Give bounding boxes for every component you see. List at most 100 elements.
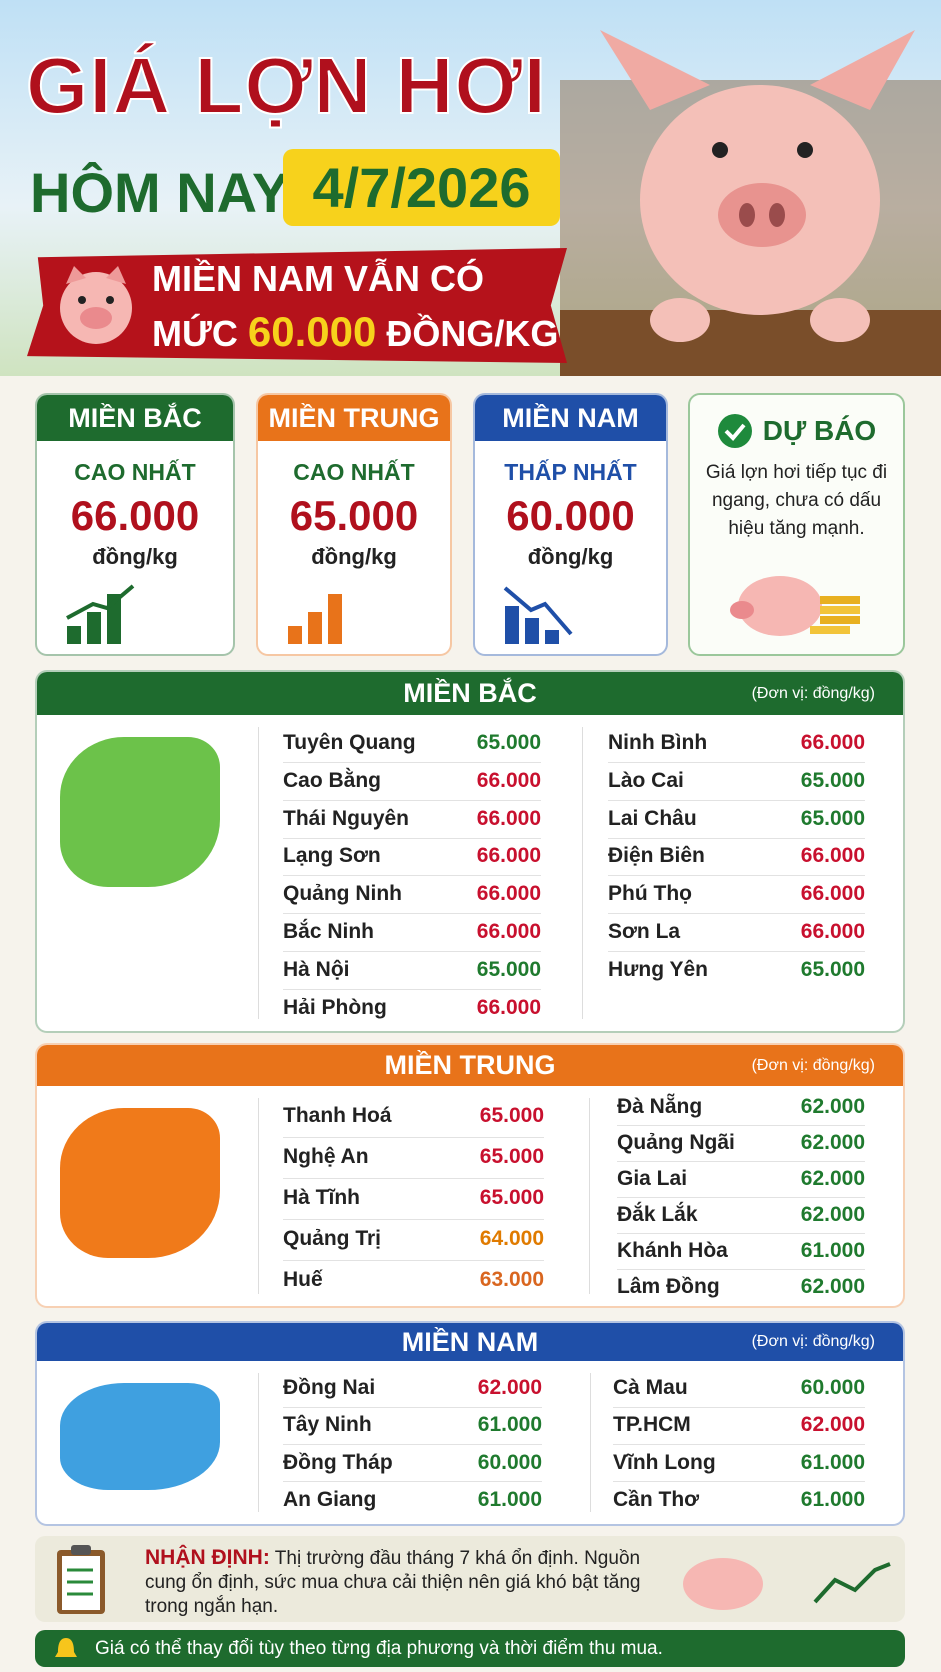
footer: Giá có thể thay đổi tùy theo từng địa ph…: [35, 1630, 905, 1667]
row-separator: [608, 837, 865, 839]
row-separator: [283, 913, 541, 915]
card-price: 66.000: [70, 492, 200, 539]
summary-card: MIỀN TRUNG CAO NHẤT 65.000 đồng/kg: [256, 393, 452, 656]
province: Lạng Sơn: [283, 844, 381, 868]
footer-text: Giá có thể thay đổi tùy theo từng địa ph…: [95, 1638, 663, 1659]
card-label: CAO NHẤT: [293, 459, 415, 485]
province: Điện Biên: [608, 844, 705, 868]
province: Thanh Hoá: [283, 1104, 392, 1127]
price: 65.000: [479, 1186, 544, 1209]
province: Quảng Trị: [283, 1227, 382, 1250]
column-divider: [582, 727, 583, 1019]
card-unit: đồng/kg: [92, 544, 178, 569]
province: Hà Tĩnh: [283, 1186, 360, 1209]
region-name: MIỀN BẮC: [403, 678, 537, 708]
analysis-text: Thị trường đầu tháng 7 khá ổn định. Nguồ…: [145, 1548, 641, 1617]
card-label: THẤP NHẤT: [504, 459, 637, 485]
banner-price: 60.000: [247, 308, 377, 355]
price: 65.000: [479, 1104, 544, 1127]
clipboard-icon: [57, 1545, 105, 1614]
row-separator: [608, 875, 865, 877]
card-price: 60.000: [506, 492, 635, 539]
row-separator: [617, 1161, 865, 1162]
row-separator: [283, 1481, 542, 1483]
card-unit: đồng/kg: [527, 544, 614, 569]
row-separator: [283, 988, 541, 990]
row-separator: [283, 875, 541, 877]
analysis-text-block: NHẬN ĐỊNH: Thị trường đầu tháng 7 khá ổn…: [145, 1546, 665, 1619]
province: Gia Lai: [617, 1167, 688, 1190]
banner-suffix: ĐỒNG/KG: [386, 313, 559, 354]
province: Đắk Lắk: [617, 1203, 698, 1226]
forecast-title: DỰ BÁO: [762, 415, 877, 446]
row-separator: [283, 837, 541, 839]
summary-card: MIỀN NAM THẤP NHẤT 60.000 đồng/kg: [473, 393, 668, 656]
trend-illustration: [683, 1558, 891, 1610]
subtitle: HÔM NAY: [30, 161, 290, 224]
region-header: MIỀN TRUNG (Đơn vị: đồng/kg): [37, 1045, 903, 1086]
province: Lâm Đồng: [617, 1275, 720, 1298]
province: Tuyên Quang: [283, 731, 416, 754]
column-divider: [258, 727, 259, 1019]
price: 62.000: [800, 1167, 865, 1190]
banner-prefix: MỨC: [152, 313, 238, 354]
region-header: MIỀN NAM (Đơn vị: đồng/kg): [37, 1323, 903, 1361]
province: An Giang: [283, 1487, 377, 1511]
price: 62.000: [800, 1095, 865, 1118]
column-divider: [258, 1373, 259, 1512]
province: Nghệ An: [283, 1145, 369, 1168]
province: Đồng Tháp: [283, 1450, 393, 1474]
row-separator: [608, 761, 865, 763]
row-separator: [283, 1406, 542, 1408]
date: 4/7/2026: [283, 149, 560, 226]
province: Sơn La: [608, 920, 681, 943]
province: Lào Cai: [608, 768, 684, 792]
region-unit: (Đơn vị: đồng/kg): [751, 685, 875, 702]
column-divider: [589, 1098, 590, 1294]
price: 61.000: [800, 1239, 865, 1262]
row-separator: [617, 1233, 865, 1234]
row-separator: [613, 1406, 865, 1408]
price: 62.000: [800, 1275, 865, 1298]
trend-icon: [288, 594, 342, 644]
region-map: [60, 1383, 220, 1490]
province: Huế: [283, 1268, 323, 1291]
price: 66.000: [800, 844, 865, 868]
price: 62.000: [800, 1413, 865, 1437]
province: TP.HCM: [613, 1413, 691, 1437]
province: Cà Mau: [613, 1376, 688, 1399]
row-separator: [283, 1218, 544, 1220]
province: Cao Bằng: [283, 768, 382, 792]
card-header: MIỀN BẮC: [37, 395, 233, 441]
column-divider: [258, 1098, 259, 1294]
region-unit: (Đơn vị: đồng/kg): [751, 1333, 875, 1350]
card-unit: đồng/kg: [311, 544, 397, 569]
province: Phú Thọ: [608, 882, 692, 906]
price: 61.000: [477, 1413, 542, 1437]
row-separator: [608, 913, 865, 915]
analysis: NHẬN ĐỊNH: Thị trường đầu tháng 7 khá ổn…: [35, 1536, 905, 1622]
price: 65.000: [800, 806, 865, 830]
price: 60.000: [800, 1376, 865, 1399]
price: 65.000: [476, 731, 541, 754]
price: 66.000: [476, 995, 541, 1019]
price: 61.000: [800, 1450, 865, 1474]
price: 66.000: [800, 731, 865, 754]
card-label: CAO NHẤT: [74, 459, 196, 485]
price: 66.000: [476, 768, 541, 792]
price: 65.000: [800, 768, 865, 792]
province: Hải Phòng: [283, 995, 387, 1019]
row-separator: [283, 1177, 544, 1179]
region-unit: (Đơn vị: đồng/kg): [751, 1057, 875, 1074]
price: 61.000: [477, 1487, 542, 1511]
price: 62.000: [477, 1376, 542, 1399]
row-separator: [283, 761, 541, 763]
row-separator: [617, 1269, 865, 1270]
price: 61.000: [800, 1487, 865, 1511]
region-panel: MIỀN BẮC (Đơn vị: đồng/kg): [35, 670, 905, 1033]
trend-icon: [503, 586, 573, 644]
banner-line: MỨC 60.000 ĐỒNG/KG: [152, 308, 558, 356]
region-header: MIỀN BẮC (Đơn vị: đồng/kg): [37, 672, 903, 715]
row-separator: [283, 1443, 542, 1445]
